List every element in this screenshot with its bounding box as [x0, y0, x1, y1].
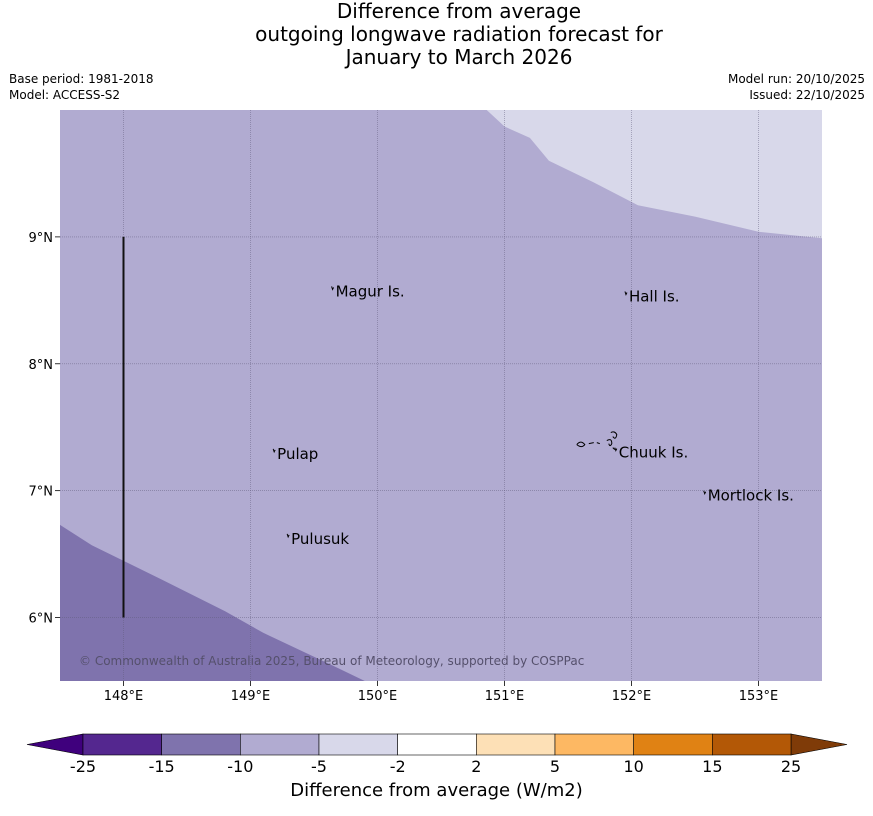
x-tick-label: 153°E — [739, 689, 779, 704]
x-tick-label: 149°E — [231, 689, 271, 704]
anomaly-region-1 — [486, 110, 822, 239]
colorbar-tick-label: 2 — [471, 757, 481, 776]
map-area: Magur Is. Hall Is. Pulap Chuuk Is. Mortlock … — [60, 110, 822, 681]
island-label: Chuuk Is. — [619, 444, 688, 462]
island-marker — [703, 490, 707, 496]
colorbar-segment-1 — [161, 733, 241, 756]
colorbar-tick-label: -5 — [311, 757, 327, 776]
colorbar-segment-4 — [397, 733, 477, 756]
colorbar-tick-label: -2 — [390, 757, 406, 776]
y-tick-label: 8°N — [29, 358, 54, 373]
colorbar-tick-label: -15 — [149, 757, 175, 776]
colorbar-segment-3 — [318, 733, 398, 756]
x-tick-label: 150°E — [358, 689, 398, 704]
island-marker — [286, 533, 290, 539]
model-name: Model: ACCESS-S2 — [9, 88, 121, 102]
colorbar-segment-2 — [240, 733, 320, 756]
island-marker — [331, 286, 335, 291]
colorbar: -25 -15 -10 -5 -2 2 5 10 15 25 — [26, 733, 848, 776]
colorbar-label: Difference from average (W/m2) — [290, 780, 583, 801]
island-label: Hall Is. — [629, 288, 680, 306]
meta-right: Model run: 20/10/2025 Issued: 22/10/2025 — [728, 71, 865, 103]
y-tick-label: 7°N — [29, 485, 54, 500]
x-tick-label: 148°E — [104, 689, 144, 704]
island-label: Mortlock Is. — [708, 487, 794, 505]
chuuk-lagoon-outline — [576, 431, 618, 450]
colorbar-segment-5 — [476, 733, 556, 756]
colorbar-segment-0 — [82, 733, 162, 756]
anomaly-region-0 — [60, 524, 365, 681]
issued-date: Issued: 22/10/2025 — [749, 88, 865, 102]
x-tick-label: 152°E — [612, 689, 652, 704]
island-label: Magur Is. — [336, 282, 405, 300]
island-marker — [614, 447, 618, 452]
chart-title: Difference from average outgoing longwav… — [0, 0, 873, 69]
island-label: Pulap — [277, 445, 318, 463]
colorbar-segment-8 — [712, 733, 792, 756]
colorbar-tick-label: 25 — [781, 757, 801, 776]
y-tick-label: 9°N — [29, 231, 54, 246]
copyright-text: © Commonwealth of Australia 2025, Bureau… — [79, 654, 584, 668]
model-run: Model run: 20/10/2025 — [727, 72, 865, 86]
title-line-3: January to March 2026 — [345, 45, 573, 69]
colorbar-tick-label: -25 — [70, 757, 96, 776]
colorbar-tick-label: 15 — [702, 757, 722, 776]
colorbar-segment-7 — [633, 733, 713, 756]
colorbar-segment-6 — [554, 733, 634, 756]
colorbar-under-arrow — [26, 733, 84, 756]
colorbar-over-arrow — [790, 733, 848, 756]
island-label: Pulusuk — [291, 530, 349, 548]
island-marker — [624, 291, 628, 296]
colorbar-tick-label: 10 — [623, 757, 643, 776]
axes: 148°E 149°E 150°E 151°E 152°E 153°E 6°N 7°N 8°N 9… — [29, 231, 779, 704]
meta-left: Base period: 1981-2018 Model: ACCESS-S2 — [9, 71, 154, 103]
colorbar-tick-label: -10 — [227, 757, 253, 776]
island-marker — [272, 448, 276, 454]
title-line-2: outgoing longwave radiation forecast for — [255, 22, 663, 46]
y-tick-label: 6°N — [29, 612, 54, 627]
x-tick-label: 151°E — [485, 689, 525, 704]
colorbar-tick-label: 5 — [550, 757, 560, 776]
base-period: Base period: 1981-2018 — [9, 72, 154, 86]
title-line-1: Difference from average — [336, 0, 582, 23]
